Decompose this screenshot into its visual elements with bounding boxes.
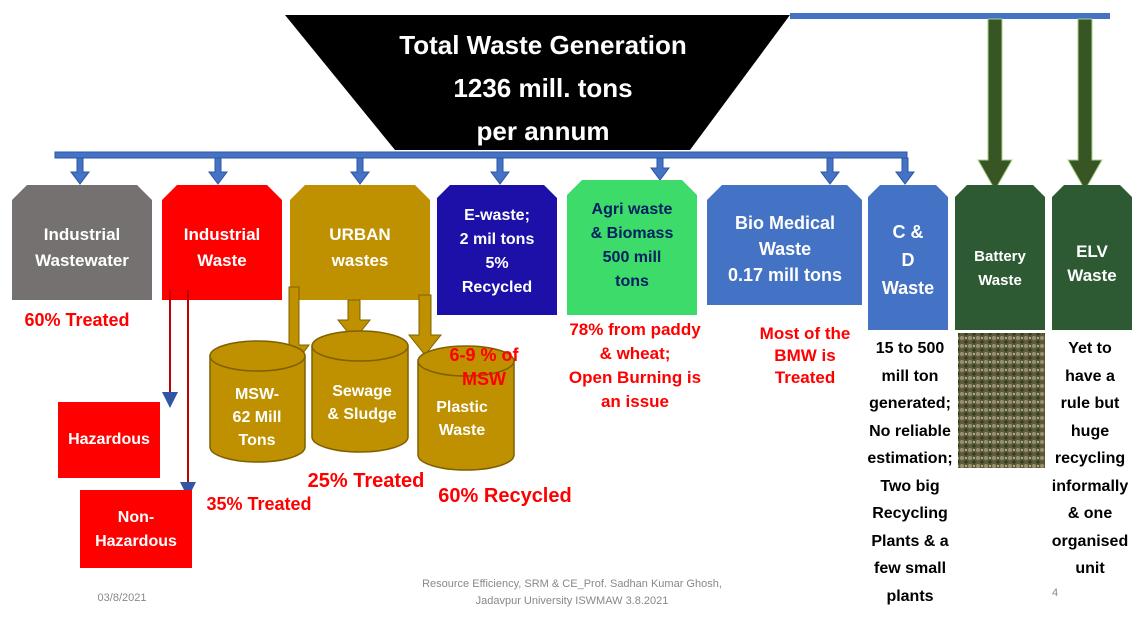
stream-label: C &	[893, 218, 924, 246]
stream-label: ELV	[1076, 240, 1108, 264]
stream-label: Bio Medical	[735, 210, 835, 236]
stream-label: Industrial	[184, 222, 261, 248]
footer: Jadavpur University ISWMAW 3.8.2021	[476, 593, 669, 610]
note: & one	[1068, 500, 1112, 528]
note: 60% Recycled	[438, 484, 571, 508]
arrows	[978, 19, 1102, 190]
note: & wheat;	[600, 342, 671, 366]
stream-label: Battery	[974, 245, 1026, 269]
sub-label: Plastic	[436, 396, 488, 419]
note: generated;	[869, 390, 951, 418]
note: Treated	[775, 367, 835, 389]
note: BMW is	[774, 345, 835, 367]
stream-label: 0.17 mill tons	[728, 262, 842, 288]
sub-label: Hazardous	[68, 429, 150, 451]
stream-label: D	[902, 246, 915, 274]
note: Yet to	[1068, 335, 1112, 363]
note: Open Burning is	[569, 366, 701, 390]
note: mill ton	[882, 363, 939, 391]
footer: 03/8/2021	[98, 590, 147, 606]
sub-label: MSW-	[235, 383, 279, 406]
stream-label: Recycled	[462, 276, 532, 300]
note: an issue	[601, 390, 669, 414]
note: rule but	[1061, 390, 1120, 418]
footer: Resource Efficiency, SRM & CE_Prof. Sadh…	[422, 576, 722, 593]
note: informally	[1052, 473, 1128, 501]
stream-label: Waste	[759, 236, 811, 262]
note: No reliable	[869, 418, 951, 446]
note: 15 to 500	[876, 335, 944, 363]
note: huge	[1071, 418, 1109, 446]
arrows	[71, 158, 914, 184]
sub-label: Sewage	[332, 380, 392, 403]
stream-label: Waste	[882, 274, 934, 302]
stream-label: wastes	[332, 248, 389, 274]
stream-label: 2 mil tons	[460, 228, 535, 252]
title: Total Waste Generation	[399, 24, 687, 67]
note: Most of the	[760, 323, 851, 345]
stream-label: 500 mill	[603, 246, 662, 270]
note: 78% from paddy	[569, 318, 700, 342]
footer: 4	[1052, 585, 1058, 601]
stream-label: Wastewater	[35, 248, 129, 274]
note: MSW	[462, 367, 506, 391]
sub-label: Hazardous	[95, 530, 177, 554]
stream-label: & Biomass	[591, 222, 674, 246]
stream-label: 5%	[485, 252, 508, 276]
stream-label: tons	[615, 270, 649, 294]
battery-photo	[958, 333, 1045, 468]
note: have a	[1065, 363, 1115, 391]
slide: Total Waste Generation1236 mill. tonsper…	[0, 0, 1141, 637]
stream-boxes	[12, 180, 1132, 330]
note: 25% Treated	[308, 469, 425, 493]
stream-label: Industrial	[44, 222, 121, 248]
title: 1236 mill. tons	[453, 67, 632, 110]
note: recycling	[1055, 445, 1125, 473]
note: unit	[1075, 555, 1104, 583]
stream-label: Waste	[197, 248, 246, 274]
note: organised	[1052, 528, 1128, 556]
stream-label: Waste	[1067, 264, 1116, 288]
sub-label: Waste	[439, 419, 486, 442]
stream-label: URBAN	[329, 222, 390, 248]
note: Plants & a	[871, 528, 948, 556]
note: 60% Treated	[24, 309, 129, 331]
note: 6-9 % of	[449, 343, 518, 367]
stream-label: E-waste;	[464, 204, 530, 228]
branch-lines	[170, 290, 188, 490]
note: plants	[886, 583, 933, 611]
note: Two big	[880, 473, 939, 501]
title: per annum	[477, 110, 610, 153]
stream-label: Agri waste	[592, 198, 673, 222]
note: estimation;	[867, 445, 952, 473]
note: few small	[874, 555, 946, 583]
note: 35% Treated	[206, 493, 311, 515]
note: Recycling	[872, 500, 948, 528]
sub-label: 62 Mill	[233, 406, 282, 429]
stream-label: Waste	[978, 269, 1022, 293]
sub-label: & Sludge	[327, 403, 396, 426]
sub-label: Non-	[118, 506, 154, 530]
sub-label: Tons	[238, 429, 275, 452]
connector	[790, 13, 1110, 19]
